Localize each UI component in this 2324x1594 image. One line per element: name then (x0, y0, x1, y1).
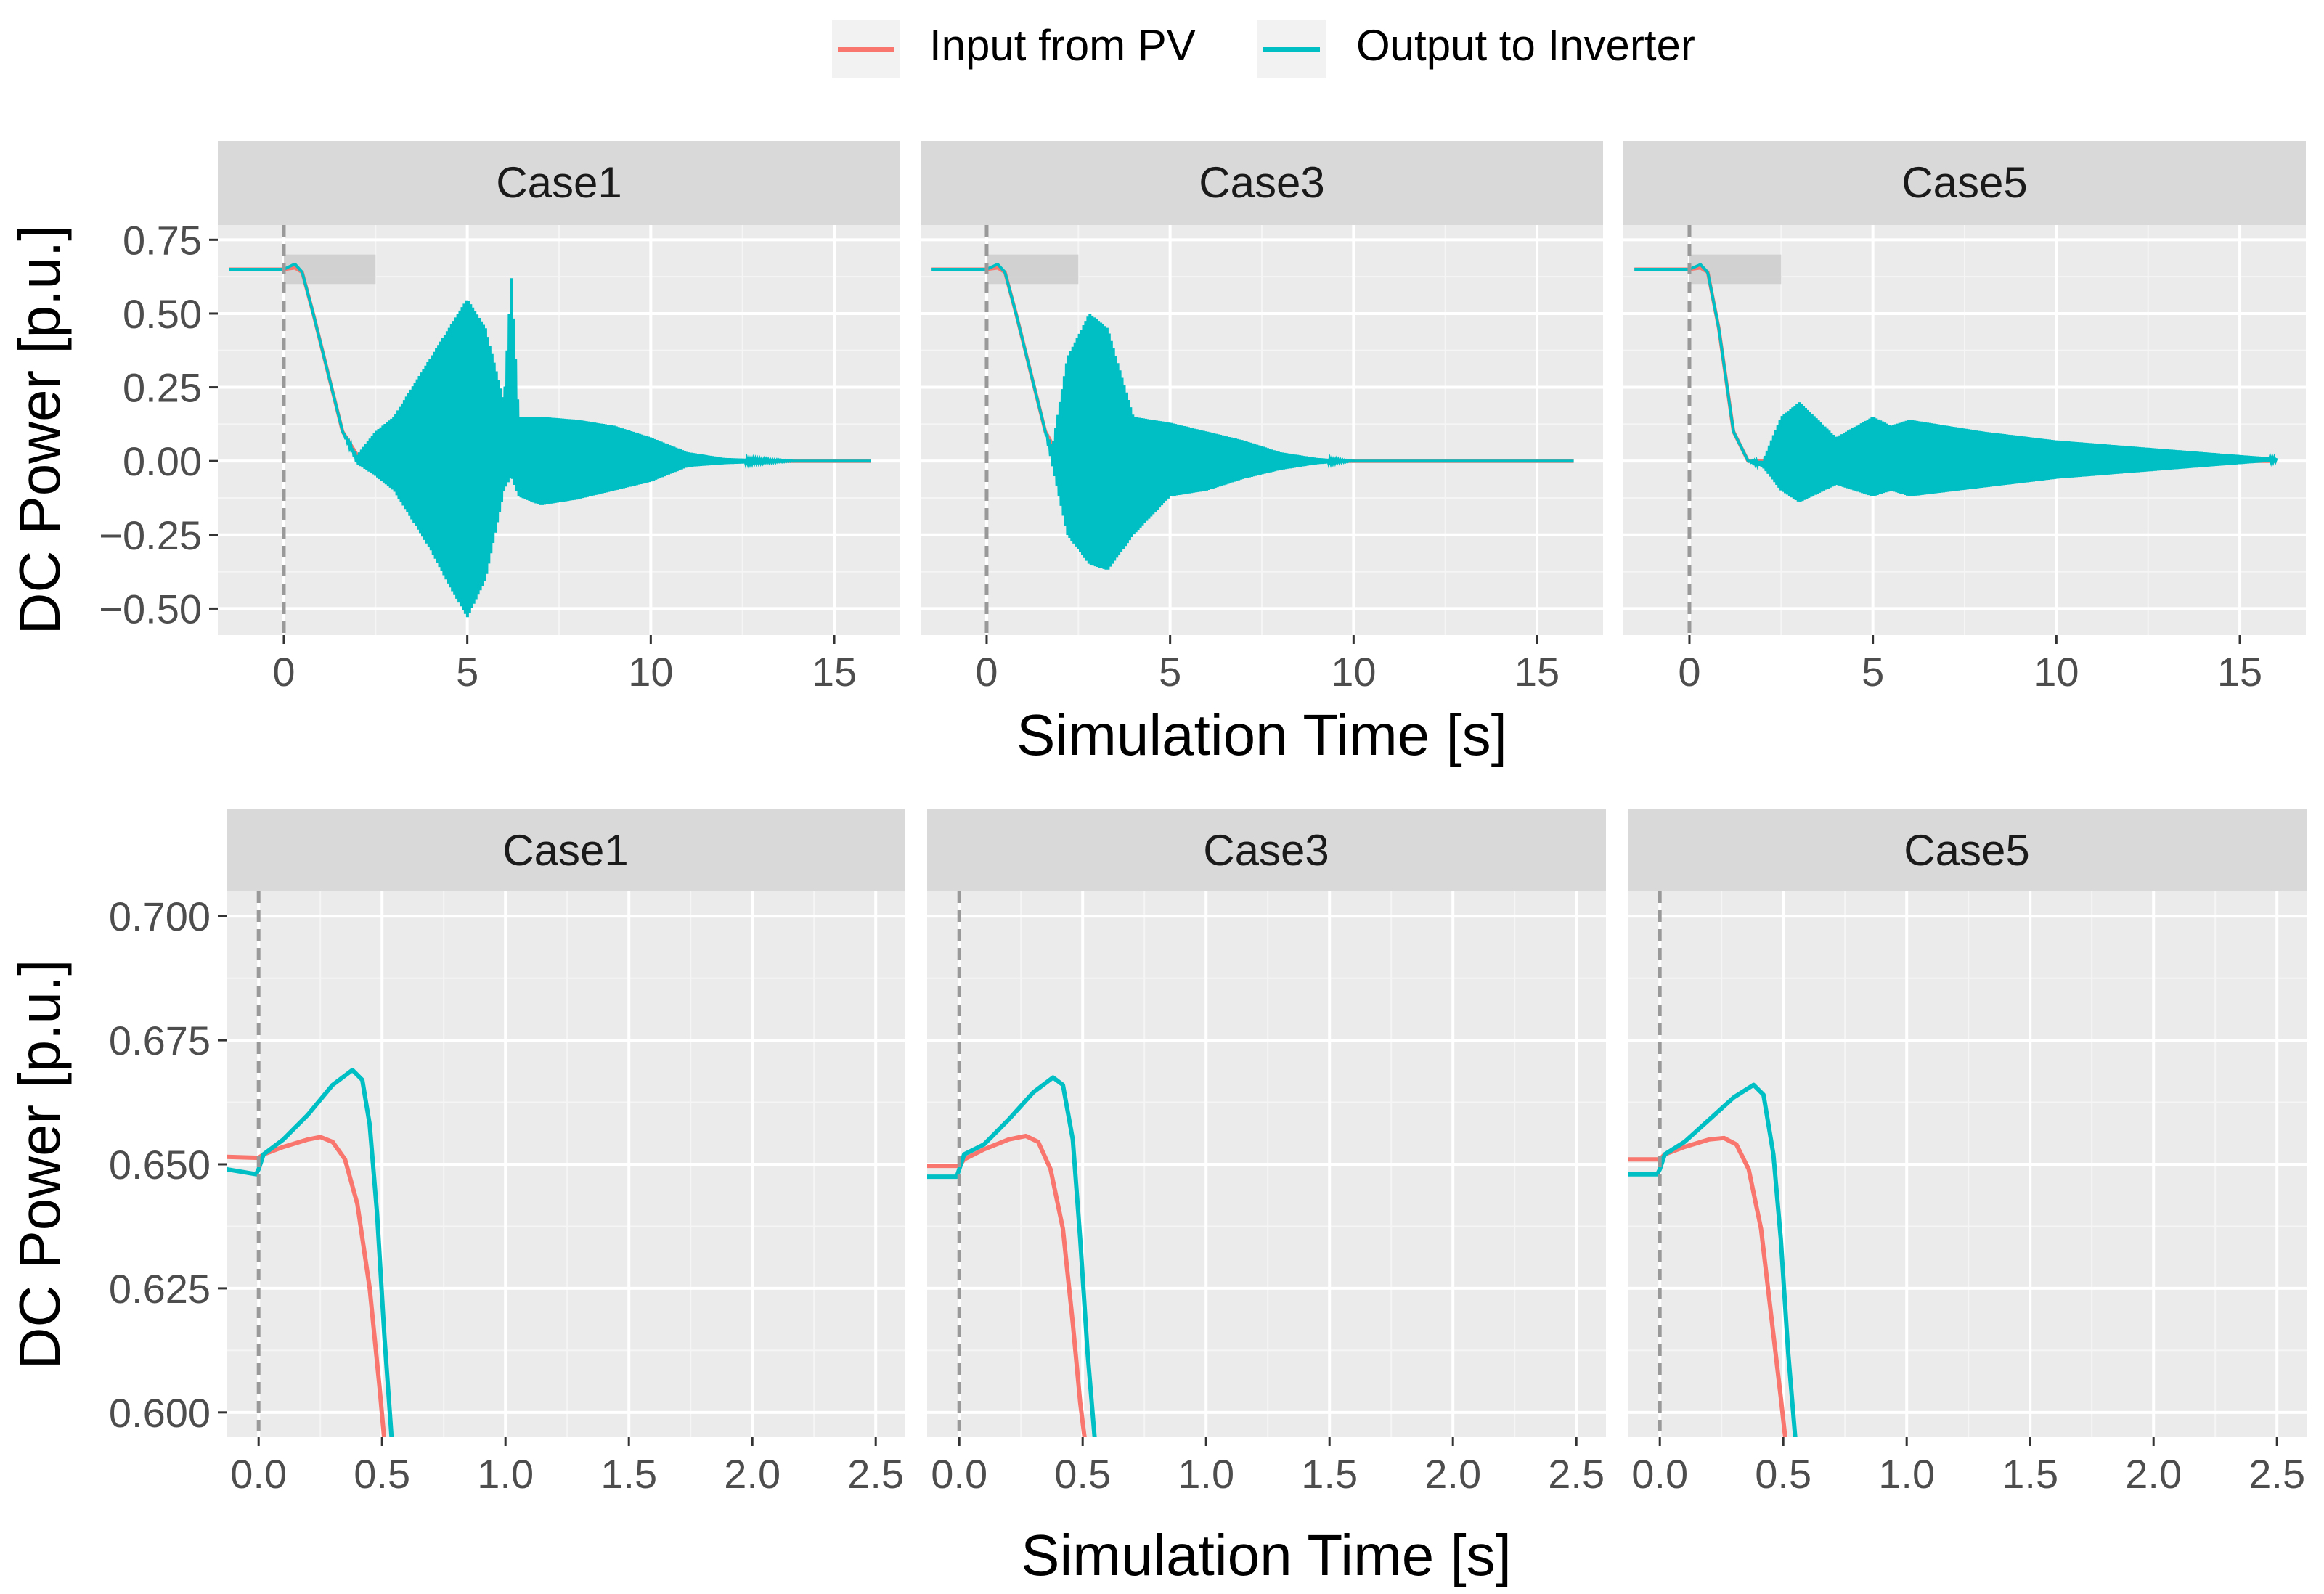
top-panel-case1: Case1 0 5 10 15 (218, 141, 900, 695)
x-tick-label: 15 (812, 649, 857, 695)
bottom-panel-case3: Case3 0.0 0.5 1.0 1.5 2.0 2.5 (927, 809, 1606, 1497)
x-tick-label: 1.0 (477, 1451, 534, 1497)
x-tick-label: 0.5 (1755, 1451, 1811, 1497)
top-y-axis-title: DC Power [p.u.] (7, 225, 72, 635)
bottom-y-axis-title: DC Power [p.u.] (7, 960, 72, 1370)
x-tick-label: 5 (456, 649, 478, 695)
x-tick-label: 2.0 (2125, 1451, 2182, 1497)
top-panel-case3: Case3 0 5 10 15 (921, 141, 1603, 695)
y-tick-label: −0.50 (99, 586, 202, 632)
strip (218, 141, 900, 225)
y-tick-label: 0.25 (123, 365, 202, 411)
x-ticks: 0 5 10 15 (272, 635, 857, 695)
x-tick-label: 1.5 (1301, 1451, 1358, 1497)
x-ticks: 0.0 0.5 1.0 1.5 2.0 2.5 (931, 1437, 1605, 1497)
x-tick-label: 1.5 (2002, 1451, 2058, 1497)
y-tick-label: 0.75 (123, 217, 202, 263)
series-line-output-to-inverter (1628, 1082, 1798, 1437)
y-tick-label: −0.25 (99, 512, 202, 558)
bottom-panel-case1: Case1 0.0 0.5 1.0 1.5 2.0 2.5 (227, 809, 905, 1497)
x-tick-label: 1.0 (1878, 1451, 1935, 1497)
x-ticks: 0.0 0.5 1.0 1.5 2.0 2.5 (230, 1437, 904, 1497)
y-tick-label: 0.625 (109, 1266, 211, 1312)
x-tick-label: 15 (2217, 649, 2262, 695)
top-panel-case5: Case5 0 5 10 15 (1623, 141, 2306, 695)
y-tick-label: 0.700 (109, 894, 211, 939)
bottom-x-axis-title: Simulation Time [s] (1021, 1523, 1512, 1587)
gridlines (1628, 891, 2307, 1437)
x-tick-label: 0 (1678, 649, 1700, 695)
strip (927, 809, 1606, 891)
series-lines (229, 225, 871, 635)
x-tick-label: 10 (1331, 649, 1376, 695)
x-tick-label: 0.5 (1054, 1451, 1111, 1497)
x-tick-label: 2.5 (2248, 1451, 2305, 1497)
y-tick-label: 0.675 (109, 1018, 211, 1063)
y-tick-label: 0.600 (109, 1390, 211, 1436)
x-tick-label: 0.0 (931, 1451, 987, 1497)
strip (1628, 809, 2307, 891)
strip-label: Case1 (502, 826, 628, 875)
x-tick-label: 2.0 (1424, 1451, 1481, 1497)
y-tick-label: 0.00 (123, 438, 202, 484)
series-line-output-to-inverter (931, 263, 1574, 570)
x-tick-label: 0.0 (230, 1451, 287, 1497)
series-line-output-to-inverter (927, 1075, 1097, 1437)
series-lines (1628, 891, 1798, 1437)
x-ticks: 0.0 0.5 1.0 1.5 2.0 2.5 (1631, 1437, 2305, 1497)
series-line-output-to-inverter (229, 263, 871, 618)
series-lines (927, 891, 1097, 1437)
legend-label-input: Input from PV (929, 21, 1196, 70)
x-tick-label: 2.5 (1548, 1451, 1605, 1497)
x-tick-label: 10 (2034, 649, 2079, 695)
x-ticks: 0 5 10 15 (975, 635, 1559, 695)
bottom-y-ticks: 0.700 0.675 0.650 0.625 0.600 (109, 894, 227, 1436)
x-tick-label: 15 (1514, 649, 1559, 695)
bottom-panel-case5: Case5 0.0 0.5 1.0 1.5 2.0 2.5 (1628, 809, 2307, 1497)
series-line-output-to-inverter (227, 1068, 394, 1437)
x-tick-label: 2.5 (847, 1451, 904, 1497)
x-tick-label: 10 (628, 649, 673, 695)
top-x-axis-title: Simulation Time [s] (1016, 703, 1507, 767)
x-tick-label: 5 (1159, 649, 1181, 695)
series-lines (931, 225, 1574, 635)
x-tick-label: 0.5 (354, 1451, 410, 1497)
x-tick-label: 0 (975, 649, 998, 695)
y-tick-label: 0.650 (109, 1142, 211, 1188)
series-lines (227, 891, 394, 1437)
series-lines (1634, 225, 2278, 635)
series-line-output-to-inverter (1634, 263, 2278, 502)
x-tick-label: 2.0 (724, 1451, 780, 1497)
top-y-ticks: 0.75 0.50 0.25 0.00 −0.25 −0.50 (99, 217, 218, 632)
strip (1623, 141, 2306, 225)
strip (921, 141, 1603, 225)
strip (227, 809, 905, 891)
y-tick-label: 0.50 (123, 291, 202, 337)
strip-label: Case3 (1199, 158, 1324, 207)
legend: Input from PV Output to Inverter (832, 20, 1695, 78)
strip-label: Case5 (1904, 826, 2029, 875)
strip-label: Case3 (1203, 826, 1329, 875)
x-tick-label: 0.0 (1631, 1451, 1688, 1497)
x-tick-label: 0 (272, 649, 295, 695)
legend-label-output: Output to Inverter (1356, 21, 1695, 70)
strip-label: Case5 (1901, 158, 2027, 207)
strip-label: Case1 (496, 158, 621, 207)
x-tick-label: 5 (1862, 649, 1884, 695)
x-ticks: 0 5 10 15 (1678, 635, 2262, 695)
x-tick-label: 1.0 (1178, 1451, 1234, 1497)
x-tick-label: 1.5 (600, 1451, 657, 1497)
gridlines (227, 891, 905, 1437)
